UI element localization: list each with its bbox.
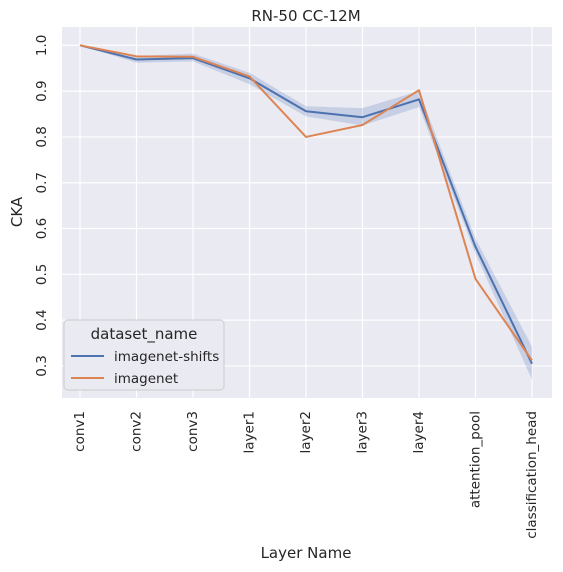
y-tick-label: 1.0 xyxy=(34,35,50,56)
y-axis-label: CKA xyxy=(8,196,26,227)
x-tick-label: attention_pool xyxy=(468,411,484,508)
x-tick-label: conv1 xyxy=(72,411,88,452)
y-tick-label: 0.6 xyxy=(34,218,50,239)
x-tick-label: layer3 xyxy=(355,411,371,453)
x-axis-label: Layer Name xyxy=(261,544,352,562)
chart-title: RN-50 CC-12M xyxy=(251,7,360,25)
y-tick-label: 0.3 xyxy=(34,355,50,376)
y-tick-label: 0.7 xyxy=(34,172,50,193)
line-imagenet-shifts xyxy=(79,44,533,365)
x-tick-label: classification_head xyxy=(524,411,540,539)
y-tick-label: 0.9 xyxy=(34,80,50,101)
legend-title: dataset_name xyxy=(91,325,198,344)
legend-box xyxy=(63,319,225,391)
legend-label-imagenet: imagenet xyxy=(114,371,178,387)
legend: dataset_name imagenet-shifts imagenet xyxy=(63,319,225,391)
series-lines xyxy=(79,44,533,365)
x-tick-label: layer2 xyxy=(298,411,314,453)
x-tick-label: layer4 xyxy=(411,411,427,453)
x-tick-label: conv3 xyxy=(185,411,201,452)
y-tick-label: 0.8 xyxy=(34,126,50,147)
x-tick-label: conv2 xyxy=(129,411,145,452)
y-tick-label: 0.4 xyxy=(34,309,50,330)
x-tick-labels: conv1 conv2 conv3 layer1 layer2 layer3 layer4 a… xyxy=(72,411,540,539)
line-imagenet xyxy=(79,44,533,362)
x-tick-label: layer1 xyxy=(242,411,258,453)
legend-label-imagenet-shifts: imagenet-shifts xyxy=(114,349,219,365)
y-tick-labels: 0.3 0.4 0.5 0.6 0.7 0.8 0.9 1.0 xyxy=(34,35,50,377)
y-tick-label: 0.5 xyxy=(34,264,50,285)
